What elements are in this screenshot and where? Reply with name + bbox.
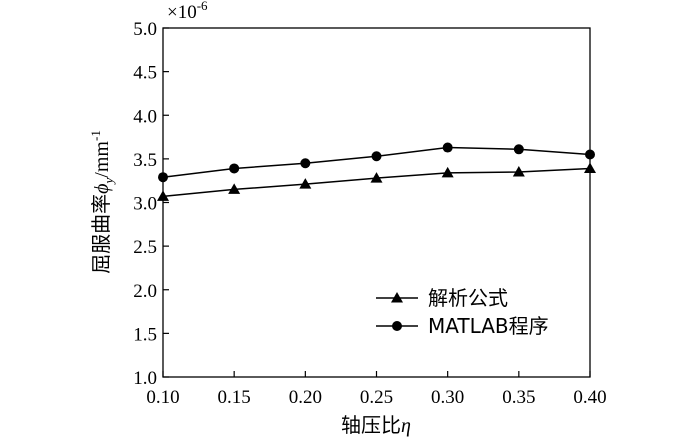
y-axis-label: 屈服曲率 — [89, 194, 113, 274]
legend-marker — [392, 321, 402, 331]
series-2 — [158, 142, 595, 183]
x-axis-label: 轴压比 — [341, 413, 401, 437]
y-tick-label: 4.5 — [133, 63, 157, 84]
y-tick-label: 1.5 — [133, 324, 157, 345]
x-axis: 0.10 0.15 0.20 0.25 0.30 0.35 0.40 — [146, 371, 607, 408]
data-point — [441, 166, 454, 178]
x-tick-label: 0.35 — [502, 387, 535, 408]
y-axis-title: 屈服曲率ϕy/mm-1 — [88, 130, 116, 274]
x-tick-label: 0.30 — [431, 387, 464, 408]
x-tick-label: 0.10 — [146, 387, 179, 408]
data-point — [371, 151, 382, 162]
data-point — [157, 190, 169, 201]
x-tick-label: 0.25 — [360, 387, 393, 408]
y-axis-unit-exp: -1 — [88, 130, 103, 141]
legend-label: 解析公式 — [428, 286, 508, 310]
series-1 — [157, 162, 596, 201]
x-tick-label: 0.15 — [218, 387, 251, 408]
legend: 解析公式 MATLAB程序 — [376, 286, 549, 338]
legend-label: MATLAB程序 — [428, 314, 549, 338]
y-multiplier: ×10-6 — [167, 0, 208, 23]
legend-item: 解析公式 — [376, 286, 508, 310]
data-point — [513, 144, 524, 155]
y-tick-label: 3.0 — [133, 194, 157, 215]
x-tick-label: 0.40 — [573, 387, 606, 408]
data-point — [299, 178, 312, 189]
data-point — [228, 183, 241, 194]
legend-marker — [391, 292, 403, 303]
data-point — [584, 162, 596, 173]
data-point — [512, 165, 525, 177]
y-tick-label: 2.0 — [133, 281, 157, 302]
y-tick-label: 4.0 — [133, 106, 157, 127]
legend-item: MATLAB程序 — [376, 314, 549, 338]
y-tick-label: 1.0 — [133, 368, 157, 389]
x-tick-label: 0.20 — [289, 387, 322, 408]
y-axis-unit: /mm — [91, 141, 113, 178]
data-point — [442, 142, 453, 153]
data-point — [300, 158, 311, 169]
y-multiplier-exp: -6 — [197, 0, 208, 13]
y-tick-label: 5.0 — [133, 19, 157, 40]
data-point — [585, 149, 595, 160]
y-multiplier-base: ×10 — [167, 2, 197, 23]
y-axis-symbol: ϕ — [91, 183, 113, 193]
data-point — [229, 163, 240, 174]
data-point — [370, 172, 383, 183]
x-axis-symbol: η — [401, 415, 411, 437]
y-tick-label: 2.5 — [133, 237, 157, 258]
data-point — [158, 172, 168, 183]
x-axis-title: 轴压比η — [341, 413, 411, 437]
series-layer — [157, 142, 596, 201]
y-axis-subscript: y — [101, 177, 116, 185]
y-axis: 1.0 1.5 2.0 2.5 3.0 3.5 4.0 4.5 5.0 — [133, 19, 169, 389]
y-tick-label: 3.5 — [133, 150, 157, 171]
